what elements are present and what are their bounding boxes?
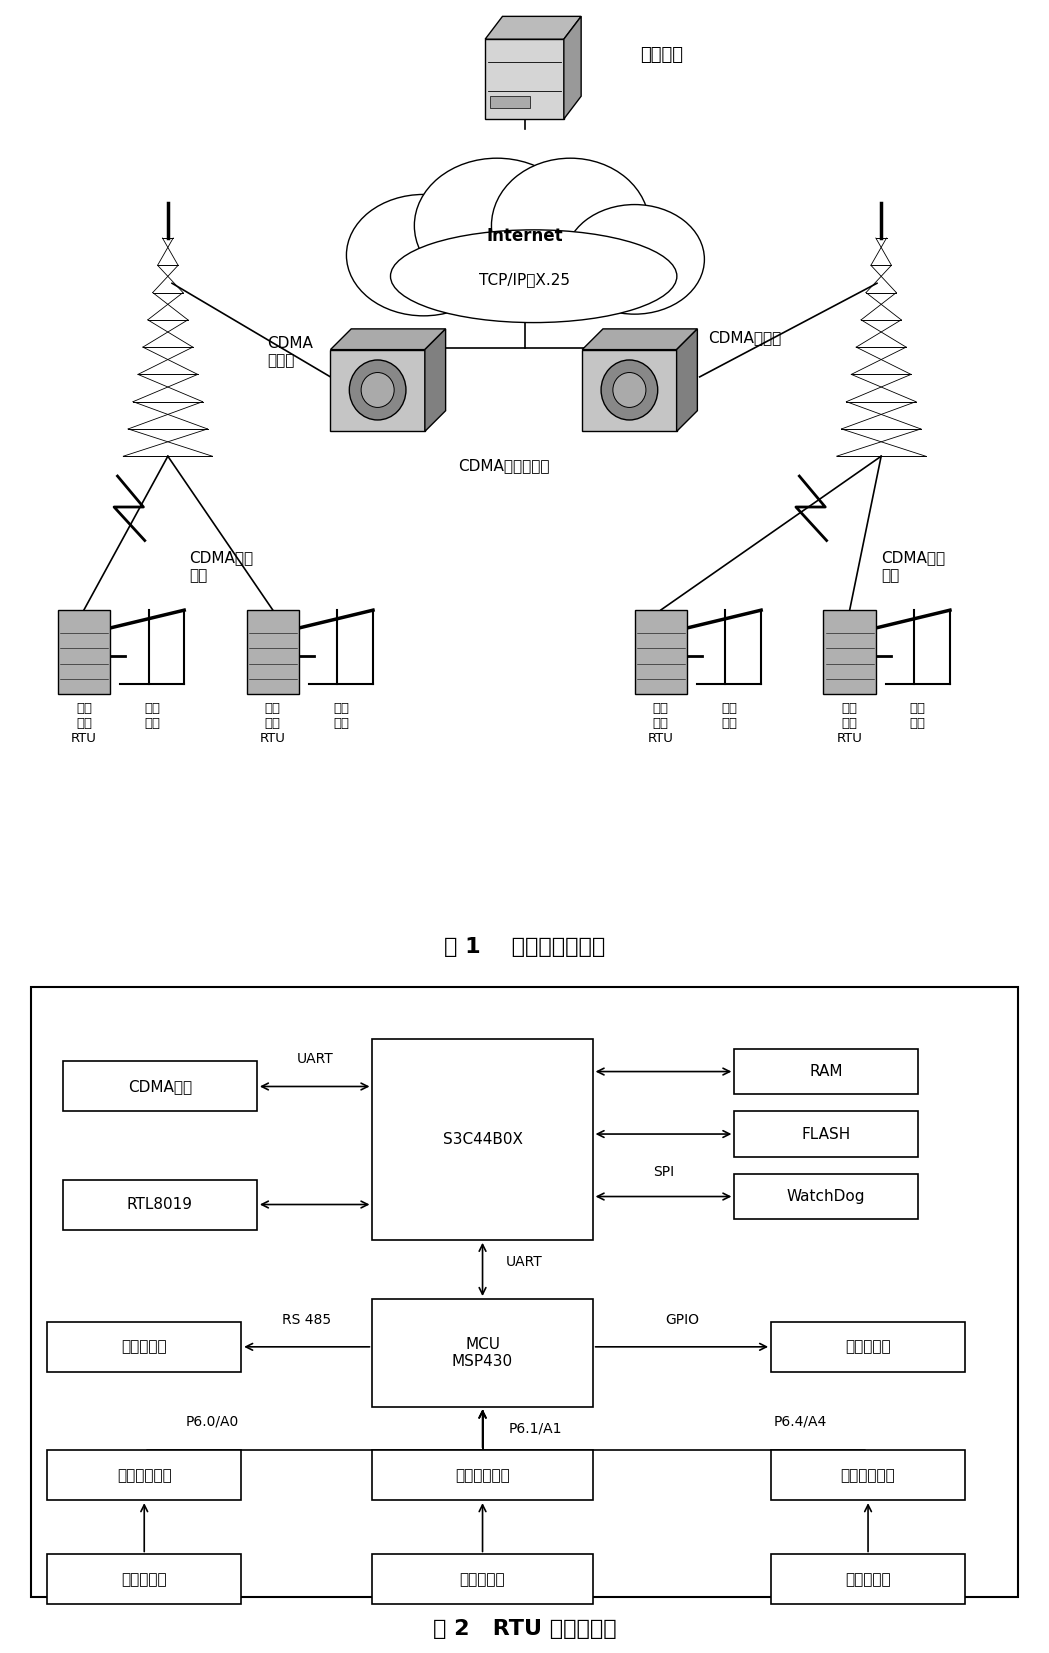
Text: RAM: RAM [810, 1065, 842, 1079]
Text: CDMA内部网: CDMA内部网 [708, 329, 782, 345]
Ellipse shape [346, 195, 500, 316]
Text: 电量传感器: 电量传感器 [122, 1339, 167, 1354]
Text: RS 485: RS 485 [282, 1314, 331, 1327]
FancyBboxPatch shape [734, 1174, 918, 1220]
Polygon shape [330, 329, 446, 349]
Ellipse shape [414, 159, 579, 293]
FancyBboxPatch shape [47, 1322, 241, 1372]
Text: 抽油
机井: 抽油 机井 [909, 703, 926, 731]
Text: 远程
终端
RTU: 远程 终端 RTU [260, 703, 285, 746]
FancyBboxPatch shape [63, 1061, 257, 1111]
FancyBboxPatch shape [330, 349, 425, 431]
Text: 信号调理电路: 信号调理电路 [455, 1468, 510, 1483]
Ellipse shape [390, 230, 677, 322]
Ellipse shape [491, 159, 649, 293]
Text: 负荷传感器: 负荷传感器 [845, 1572, 891, 1587]
Text: CDMA接入
基站: CDMA接入 基站 [881, 550, 945, 584]
Text: 信号调理电路: 信号调理电路 [840, 1468, 896, 1483]
Text: TCP/IP，X.25: TCP/IP，X.25 [479, 273, 570, 288]
Text: S3C44B0X: S3C44B0X [443, 1132, 522, 1147]
Text: CDMA接入
基站: CDMA接入 基站 [189, 550, 253, 584]
FancyBboxPatch shape [734, 1111, 918, 1157]
Polygon shape [485, 17, 581, 40]
Text: GPIO: GPIO [665, 1314, 699, 1327]
Text: 红外传感器: 红外传感器 [845, 1339, 891, 1354]
FancyBboxPatch shape [485, 40, 564, 119]
Text: UART: UART [296, 1051, 334, 1066]
FancyBboxPatch shape [31, 987, 1018, 1597]
Text: WatchDog: WatchDog [787, 1189, 865, 1203]
Text: CDMA
内部网: CDMA 内部网 [267, 336, 314, 369]
FancyBboxPatch shape [372, 1450, 593, 1501]
FancyBboxPatch shape [47, 1554, 241, 1605]
FancyBboxPatch shape [372, 1038, 593, 1240]
FancyBboxPatch shape [63, 1180, 257, 1230]
FancyBboxPatch shape [247, 610, 299, 694]
FancyBboxPatch shape [771, 1554, 965, 1605]
Ellipse shape [601, 360, 658, 420]
Ellipse shape [349, 360, 406, 420]
Ellipse shape [613, 372, 646, 407]
Text: SPI: SPI [652, 1165, 675, 1179]
FancyBboxPatch shape [823, 610, 876, 694]
Text: 远程
终端
RTU: 远程 终端 RTU [71, 703, 97, 746]
Ellipse shape [564, 205, 705, 314]
FancyBboxPatch shape [372, 1554, 593, 1605]
Text: P6.0/A0: P6.0/A0 [186, 1415, 239, 1428]
Text: P6.4/A4: P6.4/A4 [773, 1415, 827, 1428]
FancyBboxPatch shape [491, 96, 530, 107]
FancyBboxPatch shape [771, 1450, 965, 1501]
Ellipse shape [361, 372, 394, 407]
FancyBboxPatch shape [771, 1322, 965, 1372]
Text: 温度传感器: 温度传感器 [122, 1572, 167, 1587]
FancyBboxPatch shape [330, 182, 719, 329]
FancyBboxPatch shape [372, 1299, 593, 1407]
Text: 图 1    系统架构拓扑图: 图 1 系统架构拓扑图 [444, 937, 605, 957]
Text: MCU
MSP430: MCU MSP430 [452, 1337, 513, 1369]
Polygon shape [564, 17, 581, 119]
Text: 远程
终端
RTU: 远程 终端 RTU [837, 703, 862, 746]
Polygon shape [425, 329, 446, 431]
Text: RTL8019: RTL8019 [127, 1197, 193, 1212]
Text: CDMA模块: CDMA模块 [128, 1079, 192, 1094]
FancyBboxPatch shape [47, 1450, 241, 1501]
Text: P6.1/A1: P6.1/A1 [508, 1422, 562, 1435]
Polygon shape [677, 329, 698, 431]
Text: 监控中心: 监控中心 [640, 46, 683, 63]
Text: 图 2   RTU 系统架构图: 图 2 RTU 系统架构图 [432, 1618, 617, 1638]
Text: 信号调理电路: 信号调理电路 [116, 1468, 172, 1483]
Text: 抽油
机井: 抽油 机井 [721, 703, 737, 731]
Text: CDMA接入服务器: CDMA接入服务器 [457, 458, 550, 473]
Text: Internet: Internet [486, 226, 563, 245]
Text: 压力传感器: 压力传感器 [459, 1572, 506, 1587]
FancyBboxPatch shape [58, 610, 110, 694]
FancyBboxPatch shape [582, 349, 677, 431]
Text: 远程
终端
RTU: 远程 终端 RTU [648, 703, 673, 746]
Text: UART: UART [506, 1256, 543, 1270]
Text: FLASH: FLASH [801, 1127, 851, 1142]
FancyBboxPatch shape [734, 1050, 918, 1094]
Text: 抽油
机井: 抽油 机井 [333, 703, 349, 731]
FancyBboxPatch shape [635, 610, 687, 694]
Polygon shape [582, 329, 698, 349]
Text: 抽油
机井: 抽油 机井 [144, 703, 160, 731]
